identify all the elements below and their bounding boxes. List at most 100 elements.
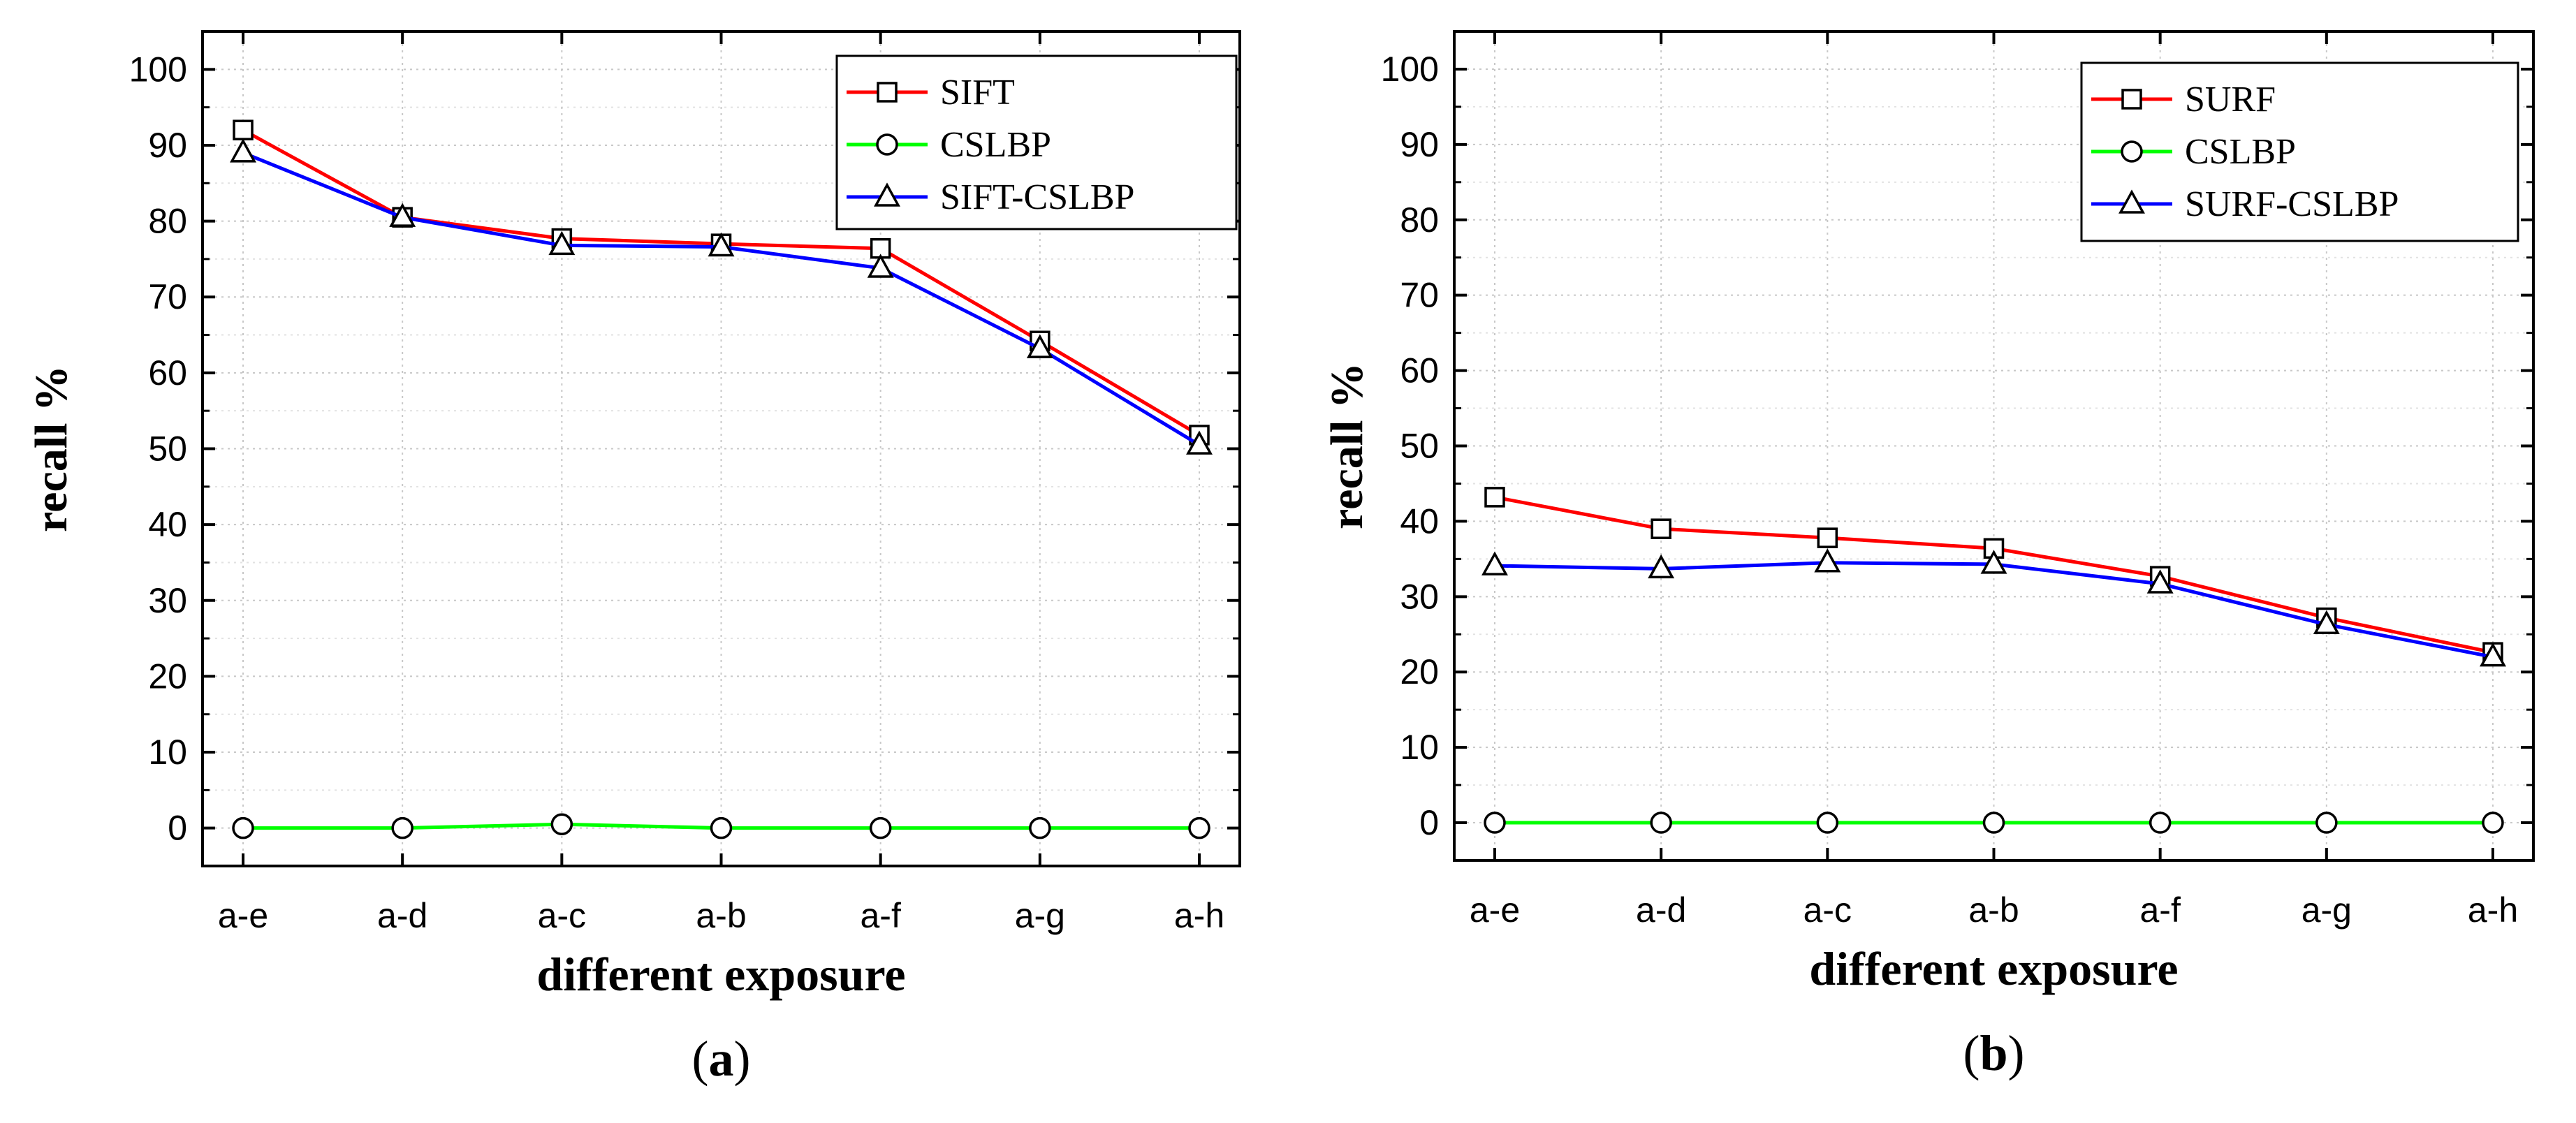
legend: SURF CSLBP SURF-CSLBP xyxy=(2080,61,2519,242)
series-cslbp xyxy=(232,813,1210,839)
triangle-marker xyxy=(2118,189,2145,214)
circle-marker xyxy=(550,813,573,835)
legend-box xyxy=(835,54,1238,230)
x-tick-label: a-h xyxy=(2468,890,2518,930)
y-tick-label: 0 xyxy=(1419,803,1439,842)
panel-b: 0 10 20 30 40 50 60 70 80 90 100 a-e a-d a-c a-b a-f a-g… xyxy=(1322,30,2535,1081)
x-tick-label: a-g xyxy=(2301,890,2352,930)
triangle-marker xyxy=(548,230,576,256)
x-tick-label: a-d xyxy=(1636,890,1686,930)
square-marker xyxy=(1817,527,1838,548)
square-marker xyxy=(2121,89,2142,110)
legend-label: CSLBP xyxy=(2185,132,2296,172)
y-tick-label: 90 xyxy=(148,126,187,165)
legend-label: SURF xyxy=(2185,80,2276,119)
x-tick-label: a-g xyxy=(1015,896,1065,935)
circle-marker xyxy=(710,816,733,839)
legend-label: SIFT xyxy=(940,73,1015,112)
triangle-marker xyxy=(2313,610,2340,634)
y-axis-title: recall % xyxy=(26,365,77,532)
legend: SIFT CSLBP SIFT-CSLBP xyxy=(835,54,1238,230)
legend-label: CSLBP xyxy=(940,125,1051,165)
x-tick-label: a-c xyxy=(1803,890,1852,930)
y-tick-label: 50 xyxy=(148,430,187,469)
square-marker xyxy=(1484,487,1505,508)
x-tick-label: a-d xyxy=(377,896,427,935)
y-tick-label: 40 xyxy=(148,505,187,544)
x-tick-label: a-b xyxy=(696,896,746,935)
triangle-marker xyxy=(1980,550,2007,574)
caption-letter: b xyxy=(1979,1025,2007,1081)
triangle-marker xyxy=(867,254,894,278)
legend-label: SIFT-CSLBP xyxy=(940,177,1134,217)
circle-marker xyxy=(2482,812,2504,834)
y-tick-label: 30 xyxy=(1400,577,1439,616)
triangle-marker xyxy=(1648,554,1675,579)
y-tick-label: 70 xyxy=(148,277,187,316)
triangle-marker xyxy=(874,182,900,207)
circle-marker xyxy=(1816,812,1839,834)
series-cslbp xyxy=(1484,812,2504,834)
circle-marker xyxy=(1982,812,2005,834)
y-tick-label: 80 xyxy=(148,202,187,241)
x-tick-label: a-c xyxy=(538,896,586,935)
circle-marker xyxy=(1188,816,1210,839)
y-tick-label: 20 xyxy=(148,656,187,696)
series-surf-cslbp xyxy=(1481,548,2506,667)
panel-caption: (a) xyxy=(692,1031,751,1087)
y-tick-label: 60 xyxy=(1400,351,1439,390)
x-tick-label: a-h xyxy=(1174,896,1224,935)
caption-close: ) xyxy=(2008,1025,2025,1081)
y-tick-label: 50 xyxy=(1400,427,1439,466)
circle-marker xyxy=(2121,140,2143,163)
triangle-marker xyxy=(2480,643,2506,667)
square-marker xyxy=(233,119,254,140)
caption-open: ( xyxy=(1963,1025,1979,1081)
y-tick-label: 70 xyxy=(1400,276,1439,315)
y-tick-label: 20 xyxy=(1400,652,1439,691)
circle-marker xyxy=(391,816,414,839)
triangle-marker xyxy=(389,203,416,227)
caption-open: ( xyxy=(692,1031,709,1087)
circle-marker xyxy=(232,816,254,839)
triangle-marker xyxy=(708,232,735,257)
triangle-marker xyxy=(1026,334,1053,358)
y-tick-label: 80 xyxy=(1400,200,1439,240)
circle-marker xyxy=(1029,816,1051,839)
y-tick-label: 30 xyxy=(148,581,187,620)
caption-close: ) xyxy=(734,1031,751,1087)
x-tick-label: a-e xyxy=(218,896,268,935)
caption-letter: a xyxy=(709,1031,734,1087)
y-tick-label: 100 xyxy=(1381,50,1439,89)
y-tick-label: 60 xyxy=(148,353,187,392)
circle-marker xyxy=(2315,812,2338,834)
triangle-marker xyxy=(230,138,256,163)
triangle-marker xyxy=(2146,569,2174,594)
circle-marker xyxy=(1650,812,1672,834)
x-axis-title: different exposure xyxy=(1809,942,2178,995)
y-tick-label: 40 xyxy=(1400,501,1439,541)
square-marker xyxy=(1651,518,1671,539)
circle-marker xyxy=(876,133,898,156)
circle-marker xyxy=(1484,812,1506,834)
y-tick-label: 10 xyxy=(148,733,187,772)
circle-marker xyxy=(869,816,892,839)
x-tick-label: a-e xyxy=(1470,890,1520,930)
triangle-marker xyxy=(1481,551,1508,575)
panel-a: 0 10 20 30 40 50 60 70 80 90 100 a-e a-d a-c a-b a-f a-g… xyxy=(26,30,1241,1087)
y-tick-label: 10 xyxy=(1400,728,1439,767)
y-tick-label: 100 xyxy=(129,50,187,89)
y-tick-label: 0 xyxy=(168,809,187,848)
x-tick-label: a-f xyxy=(2139,890,2180,930)
y-axis-title: recall % xyxy=(1322,362,1373,529)
circle-marker xyxy=(2149,812,2172,834)
x-tick-label: a-f xyxy=(860,896,900,935)
square-marker xyxy=(877,82,898,103)
x-tick-label: a-b xyxy=(1968,890,2019,930)
triangle-marker xyxy=(1814,548,1841,573)
legend-label: SURF-CSLBP xyxy=(2185,184,2399,224)
y-tick-label: 90 xyxy=(1400,125,1439,164)
x-axis-title: different exposure xyxy=(536,948,905,1001)
triangle-marker xyxy=(1186,430,1213,455)
